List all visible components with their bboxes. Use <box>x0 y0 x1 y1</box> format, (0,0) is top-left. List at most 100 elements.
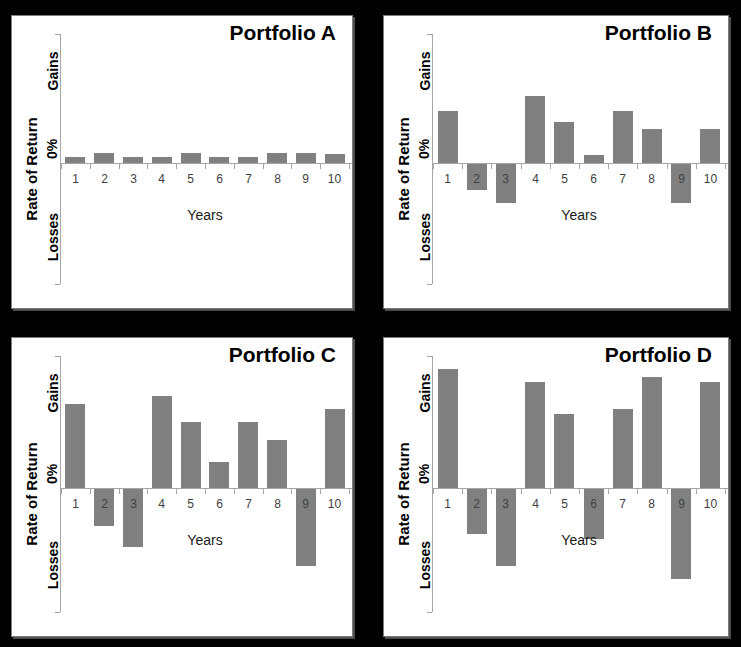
bar <box>700 382 720 488</box>
bar <box>181 422 201 488</box>
x-axis-tick <box>234 164 235 169</box>
x-category-label: 10 <box>696 172 725 186</box>
x-category-label: 9 <box>291 172 320 186</box>
bar <box>296 153 316 163</box>
bar <box>152 157 172 163</box>
bar <box>209 462 229 488</box>
x-category-label: 8 <box>263 497 292 511</box>
x-axis-tick <box>205 489 206 494</box>
y-axis-top-tick <box>427 34 432 35</box>
x-category-label: 4 <box>521 172 550 186</box>
x-category-label: 4 <box>521 497 550 511</box>
bar <box>438 369 458 488</box>
x-category-label: 5 <box>550 497 579 511</box>
y-axis-top-tick <box>55 34 60 35</box>
x-category-label: 1 <box>433 172 462 186</box>
x-axis-tick <box>462 164 463 169</box>
x-category-label: 10 <box>320 172 349 186</box>
x-axis-title: Years <box>61 207 349 223</box>
x-axis-tick <box>61 164 62 169</box>
bar <box>584 155 604 163</box>
x-axis-tick <box>90 164 91 169</box>
y-axis-bottom-tick <box>55 284 60 285</box>
x-axis-tick <box>637 489 638 494</box>
y-axis-zero-label: 0% <box>44 464 60 484</box>
x-axis-tick <box>119 164 120 169</box>
x-category-label: 3 <box>491 172 520 186</box>
x-category-label: 7 <box>234 497 263 511</box>
x-axis-tick <box>696 164 697 169</box>
x-axis-title: Years <box>61 532 349 548</box>
x-category-label: 3 <box>119 172 148 186</box>
x-category-label: 8 <box>637 497 666 511</box>
x-axis-line <box>61 163 352 164</box>
x-category-label: 6 <box>205 497 234 511</box>
x-category-label: 3 <box>119 497 148 511</box>
bar <box>642 377 662 488</box>
bar <box>209 157 229 163</box>
bar <box>525 96 545 163</box>
y-axis-title: Rate of Return <box>395 443 412 546</box>
x-axis-tick <box>147 489 148 494</box>
x-axis-tick <box>550 489 551 494</box>
x-category-label: 4 <box>147 497 176 511</box>
x-category-label: 1 <box>61 172 90 186</box>
bar <box>65 157 85 163</box>
y-axis-losses-label: Losses <box>417 213 433 261</box>
plot-area: 12345678910 <box>433 34 725 284</box>
x-axis-tick <box>725 489 726 494</box>
x-category-label: 8 <box>637 172 666 186</box>
x-category-label: 5 <box>176 497 205 511</box>
x-category-label: 7 <box>608 497 637 511</box>
x-category-label: 2 <box>462 172 491 186</box>
x-axis-tick <box>608 164 609 169</box>
x-category-label: 9 <box>667 497 696 511</box>
y-axis-zero-label: 0% <box>44 139 60 159</box>
x-axis-tick <box>725 164 726 169</box>
x-axis-tick <box>521 489 522 494</box>
x-axis-tick <box>433 489 434 494</box>
x-category-label: 1 <box>433 497 462 511</box>
x-category-label: 9 <box>667 172 696 186</box>
x-axis-tick <box>263 489 264 494</box>
x-axis-tick <box>608 489 609 494</box>
bar <box>554 122 574 163</box>
y-axis-bottom-tick <box>427 284 432 285</box>
x-axis-tick <box>320 489 321 494</box>
bar <box>123 157 143 163</box>
x-axis-tick <box>696 489 697 494</box>
x-axis-tick <box>320 164 321 169</box>
bar <box>152 396 172 488</box>
bar <box>325 154 345 163</box>
portfolio-c-panel: Portfolio C Rate of Return Gains 0% Loss… <box>11 337 353 637</box>
y-axis-title: Rate of Return <box>23 443 40 546</box>
x-category-label: 2 <box>462 497 491 511</box>
bar <box>438 111 458 163</box>
x-category-label: 6 <box>579 172 608 186</box>
y-axis-title: Rate of Return <box>23 117 40 220</box>
x-category-label: 2 <box>90 172 119 186</box>
x-axis-tick <box>521 164 522 169</box>
y-axis-losses-label: Losses <box>45 541 61 589</box>
bar <box>325 409 345 488</box>
bar <box>613 111 633 163</box>
x-axis-tick <box>667 489 668 494</box>
x-category-label: 10 <box>696 497 725 511</box>
x-axis-tick <box>637 164 638 169</box>
x-category-label: 7 <box>608 172 637 186</box>
x-axis-title: Years <box>433 207 725 223</box>
bar <box>467 489 487 534</box>
x-axis-tick <box>234 489 235 494</box>
y-axis-gains-label: Gains <box>417 52 433 91</box>
y-axis-gains-label: Gains <box>45 52 61 91</box>
bar <box>65 404 85 488</box>
x-axis-tick <box>462 489 463 494</box>
x-axis-tick <box>119 489 120 494</box>
plot-area: 12345678910 <box>433 356 725 612</box>
x-axis-tick <box>579 489 580 494</box>
x-category-label: 2 <box>90 497 119 511</box>
x-axis-tick <box>291 489 292 494</box>
bar <box>267 440 287 488</box>
bar <box>94 153 114 163</box>
x-category-label: 8 <box>263 172 292 186</box>
